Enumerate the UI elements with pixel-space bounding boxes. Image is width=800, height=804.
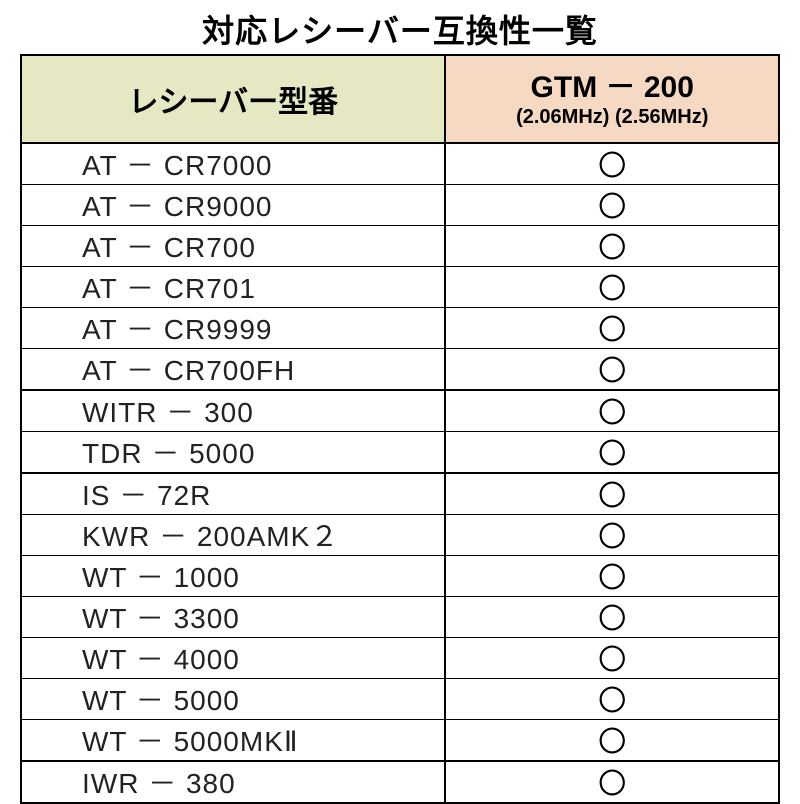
table-row: TDR － 5000〇 [21, 432, 779, 474]
compat-cell: 〇 [445, 143, 779, 185]
table-row: AT － CR7000〇 [21, 143, 779, 185]
compat-cell: 〇 [445, 226, 779, 267]
model-cell: WT － 1000 [21, 556, 445, 597]
compat-cell: 〇 [445, 679, 779, 720]
table-row: WT － 5000MKⅡ〇 [21, 720, 779, 762]
table-row: WITR － 300〇 [21, 390, 779, 432]
column-header-compat: GTM － 200 (2.06MHz) (2.56MHz) [445, 55, 779, 143]
model-cell: AT － CR700 [21, 226, 445, 267]
table-row: IS － 72R〇 [21, 473, 779, 515]
compat-cell: 〇 [445, 638, 779, 679]
table-row: AT － CR9999〇 [21, 308, 779, 349]
model-cell: WITR － 300 [21, 390, 445, 432]
table-row: WT － 5000〇 [21, 679, 779, 720]
compat-cell: 〇 [445, 556, 779, 597]
compat-cell: 〇 [445, 185, 779, 226]
compat-cell: 〇 [445, 308, 779, 349]
model-cell: IWR － 380 [21, 761, 445, 803]
table-row: WT － 4000〇 [21, 638, 779, 679]
compat-cell: 〇 [445, 349, 779, 391]
model-cell: WT － 3300 [21, 597, 445, 638]
compat-cell: 〇 [445, 432, 779, 474]
table-row: WT － 1000〇 [21, 556, 779, 597]
compat-header-primary: GTM － 200 [446, 71, 778, 104]
page-title: 対応レシーバー互換性一覧 [202, 6, 598, 52]
model-cell: AT － CR701 [21, 267, 445, 308]
compatibility-table: レシーバー型番 GTM － 200 (2.06MHz) (2.56MHz) AT… [20, 54, 780, 804]
compat-cell: 〇 [445, 267, 779, 308]
table-row: KWR － 200AMK２〇 [21, 515, 779, 556]
table-row: AT － CR701〇 [21, 267, 779, 308]
table-row: WT － 3300〇 [21, 597, 779, 638]
model-cell: KWR － 200AMK２ [21, 515, 445, 556]
compat-header-secondary: (2.06MHz) (2.56MHz) [446, 106, 778, 128]
compat-cell: 〇 [445, 761, 779, 803]
table-row: AT － CR700〇 [21, 226, 779, 267]
model-cell: AT － CR9999 [21, 308, 445, 349]
compat-cell: 〇 [445, 473, 779, 515]
compat-cell: 〇 [445, 720, 779, 762]
model-cell: WT － 5000MKⅡ [21, 720, 445, 762]
compat-cell: 〇 [445, 515, 779, 556]
table-row: AT － CR9000〇 [21, 185, 779, 226]
model-cell: IS － 72R [21, 473, 445, 515]
table-header-row: レシーバー型番 GTM － 200 (2.06MHz) (2.56MHz) [21, 55, 779, 143]
table-row: AT － CR700FH〇 [21, 349, 779, 391]
table-row: IWR － 380〇 [21, 761, 779, 803]
model-cell: AT － CR700FH [21, 349, 445, 391]
model-cell: TDR － 5000 [21, 432, 445, 474]
model-cell: WT － 5000 [21, 679, 445, 720]
model-cell: WT － 4000 [21, 638, 445, 679]
model-cell: AT － CR7000 [21, 143, 445, 185]
compat-cell: 〇 [445, 390, 779, 432]
column-header-model: レシーバー型番 [21, 55, 445, 143]
model-cell: AT － CR9000 [21, 185, 445, 226]
compat-cell: 〇 [445, 597, 779, 638]
